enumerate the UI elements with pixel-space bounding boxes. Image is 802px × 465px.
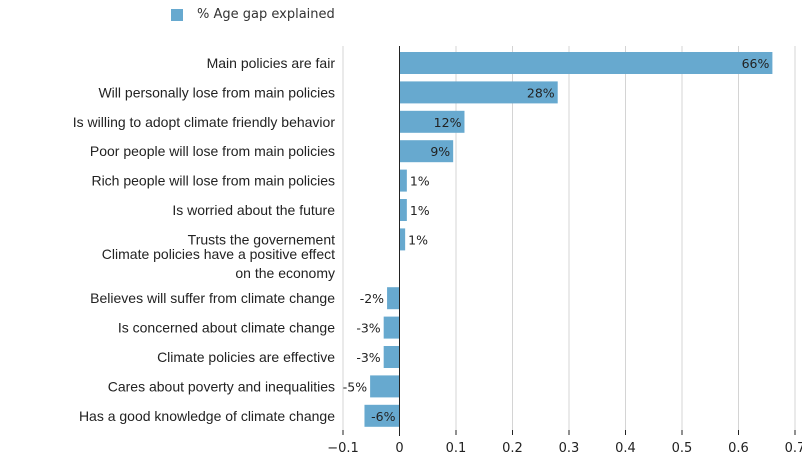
bar [383,346,400,368]
x-tick-label: 0.4 [615,441,636,456]
category-label: Is concerned about climate change [118,320,335,336]
bar [399,81,558,104]
data-label: 66% [742,56,770,71]
data-label: 1% [408,232,428,247]
category-label: Is worried about the future [172,202,335,218]
bar [383,316,400,339]
bar [387,287,400,310]
bar [399,199,407,221]
bar [399,110,465,133]
data-label: 1% [410,174,430,189]
data-label: 12% [434,115,462,130]
data-label: -3% [356,350,380,365]
x-tick-label: 0.3 [559,441,580,456]
x-tick-label: 0.7 [785,441,802,456]
category-label: Has a good knowledge of climate change [79,408,335,424]
category-label: Poor people will lose from main policies [90,143,335,159]
legend: % Age gap explained [171,7,335,22]
data-label: 1% [410,203,430,218]
x-tick-label: 0.1 [446,441,467,456]
category-label: Believes will suffer from climate change [90,290,335,306]
legend-label: % Age gap explained [197,7,335,22]
category-label: Trusts the governement [188,231,335,247]
category-label: Rich people will lose from main policies [91,173,335,189]
category-label: Will personally lose from main policies [98,84,335,100]
x-tick-label: 0.6 [728,441,749,456]
data-label: 9% [430,144,450,159]
bar [399,228,406,251]
x-tick-label: −0.1 [327,441,359,456]
data-label: -2% [360,291,384,306]
data-label: -6% [371,409,395,424]
x-tick-label: 0.2 [502,441,523,456]
bar [399,169,407,192]
category-label: Climate policies have a positive effect o… [102,246,335,281]
bar [399,52,773,74]
legend-swatch [171,8,183,21]
x-tick-label: 0.5 [672,441,693,456]
category-label: Cares about poverty and inequalities [108,378,335,394]
data-label: -3% [356,321,380,336]
bar [399,140,454,163]
data-label: -5% [343,379,367,394]
bar [370,375,400,398]
category-label: Climate policies are effective [157,349,335,365]
x-tick-label: 0 [395,441,403,456]
data-label: 28% [527,85,555,100]
bar [364,404,400,427]
category-label: Main policies are fair [207,55,336,71]
category-label: Is willing to adopt climate friendly beh… [73,114,336,130]
